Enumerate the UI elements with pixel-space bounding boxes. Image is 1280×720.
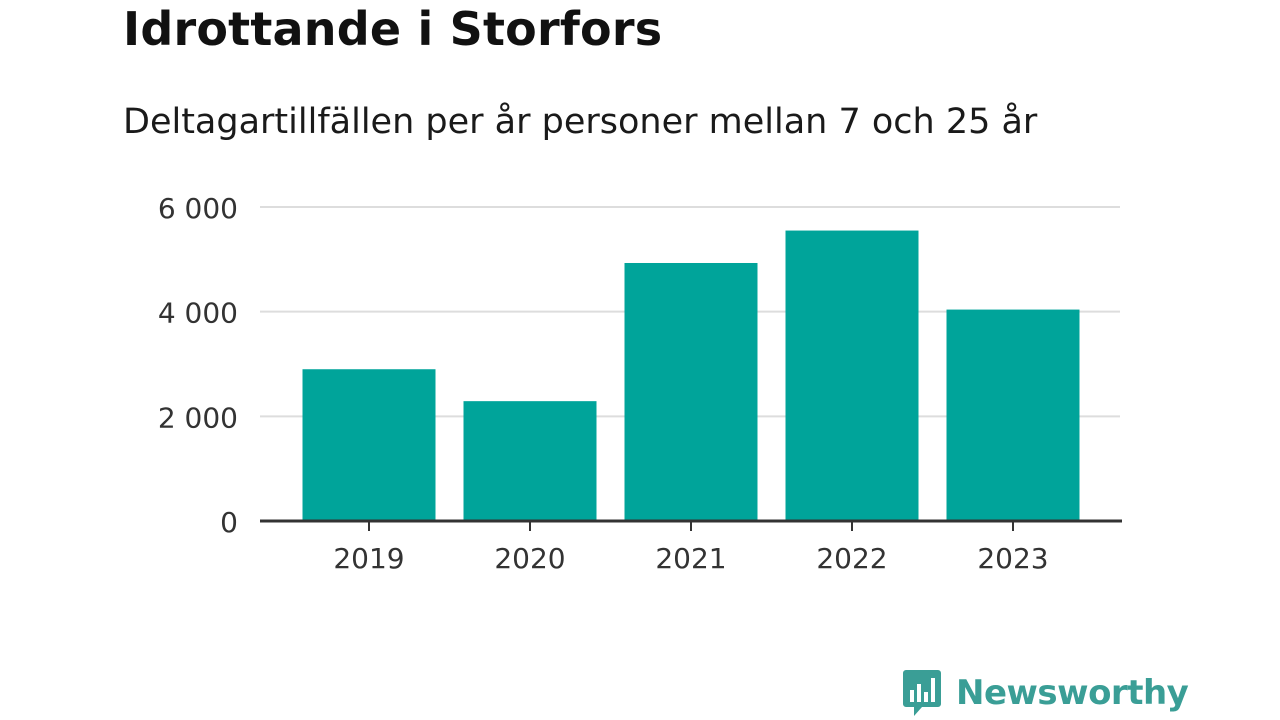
- bar: [946, 309, 1080, 521]
- x-tick-label: 2021: [655, 542, 726, 575]
- y-tick-label: 0: [220, 506, 238, 539]
- x-tick-label: 2019: [333, 542, 404, 575]
- x-tick-label: 2022: [816, 542, 887, 575]
- bar: [302, 369, 436, 521]
- bar: [463, 401, 597, 521]
- y-tick-label: 6 000: [158, 192, 238, 225]
- chart-subtitle: Deltagartillfällen per år personer mella…: [123, 102, 1038, 142]
- brand-name: Newsworthy: [956, 673, 1189, 713]
- chart-title: Idrottande i Storfors: [123, 2, 663, 56]
- bar: [624, 262, 758, 521]
- x-tick-label: 2023: [977, 542, 1048, 575]
- y-tick-label: 4 000: [158, 297, 238, 330]
- y-tick-label: 2 000: [158, 401, 238, 434]
- bar-chart-speech-bubble-icon: [903, 670, 941, 716]
- brand-logo: Newsworthy: [902, 668, 1189, 718]
- x-tick-label: 2020: [494, 542, 565, 575]
- bar-chart: 0 2 000 4 000 6 000 2019 2020 2021 2022 2023: [158, 192, 1122, 575]
- bar: [785, 230, 919, 522]
